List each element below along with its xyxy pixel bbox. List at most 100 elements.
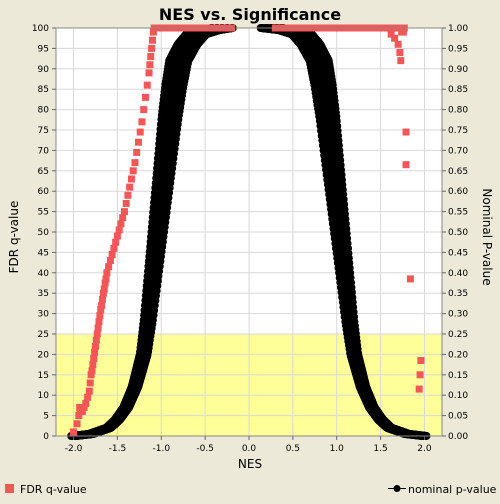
- y-right-tick-label-14: 0.70: [448, 146, 468, 156]
- fdr-point-18: [92, 336, 100, 344]
- y-left-tick-label-10: 50: [38, 228, 50, 238]
- fdr-point-8: [82, 399, 90, 407]
- y-left-tick-label-20: 100: [32, 24, 49, 34]
- y-left-tick-label-18: 90: [38, 65, 50, 75]
- fdr-point-119: [406, 275, 414, 283]
- legend-fdr-marker: [5, 484, 14, 493]
- fdr-point-12: [87, 371, 95, 379]
- fdr-point-113: [391, 34, 399, 42]
- legend-pvalue-label: nominal p-value: [408, 483, 497, 496]
- fdr-point-38: [117, 220, 125, 228]
- fdr-point-19: [93, 330, 101, 338]
- x-tick-label-1: -1.5: [109, 444, 127, 454]
- fdr-point-58: [149, 36, 156, 44]
- fdr-point-9: [84, 393, 92, 401]
- fdr-point-25: [98, 295, 106, 303]
- y-right-tick-label-11: 0.55: [448, 208, 468, 218]
- fdr-point-114: [394, 40, 402, 48]
- y-axis-left-label: FDR q-value: [7, 201, 21, 274]
- y-left-tick-label-9: 45: [38, 248, 49, 258]
- fdr-point-116: [397, 57, 405, 65]
- x-tick-label-0: -2.0: [65, 444, 83, 454]
- fdr-point-37: [115, 226, 123, 234]
- y-axis-right-label: Nominal P-value: [480, 188, 494, 285]
- fdr-point-59: [149, 28, 157, 36]
- y-right-tick-label-1: 0.05: [448, 412, 468, 422]
- x-tick-label-4: 0.0: [242, 444, 257, 454]
- y-right-tick-label-7: 0.35: [448, 289, 468, 299]
- fdr-point-10: [85, 387, 93, 395]
- y-left-tick-label-2: 10: [38, 391, 50, 401]
- x-tick-label-2: -1.0: [152, 444, 170, 454]
- y-right-tick-label-8: 0.40: [448, 269, 468, 279]
- fdr-point-20: [94, 324, 102, 332]
- fdr-point-46: [131, 159, 139, 167]
- fdr-point-29: [102, 275, 110, 283]
- fdr-point-117: [402, 128, 410, 136]
- fdr-point-17: [91, 342, 99, 350]
- y-left-tick-label-14: 70: [38, 146, 50, 156]
- x-tick-label-8: 2.0: [417, 444, 432, 454]
- y-left-tick-label-1: 5: [43, 412, 49, 422]
- fdr-point-16: [91, 348, 99, 356]
- fdr-point-11: [86, 379, 94, 387]
- y-right-tick-label-3: 0.15: [448, 371, 468, 381]
- y-right-tick-label-12: 0.60: [448, 187, 468, 197]
- fdr-point-45: [129, 167, 137, 175]
- fdr-point-22: [96, 312, 104, 320]
- y-right-tick-label-0: 0.00: [448, 432, 468, 442]
- fdr-point-48: [134, 138, 142, 146]
- y-right-tick-label-9: 0.45: [448, 248, 468, 258]
- y-left-tick-label-0: 0: [43, 432, 49, 442]
- y-right-tick-label-10: 0.50: [448, 228, 468, 238]
- fdr-point-35: [112, 238, 120, 246]
- fdr-point-57: [148, 44, 156, 52]
- y-right-tick-label-6: 0.30: [448, 310, 468, 320]
- fdr-point-39: [119, 214, 127, 222]
- fdr-point-24: [98, 301, 106, 309]
- x-axis-label: NES: [238, 457, 262, 471]
- y-right-tick-label-19: 0.95: [448, 44, 468, 54]
- legend-fdr-label: FDR q-value: [20, 483, 87, 496]
- legend-pvalue-marker: [393, 485, 401, 492]
- fdr-point-30: [103, 269, 111, 277]
- fdr-point-55: [146, 61, 154, 69]
- fdr-point-6: [78, 408, 86, 416]
- fdr-point-33: [108, 250, 116, 258]
- y-right-tick-label-4: 0.20: [448, 350, 468, 360]
- y-left-tick-label-7: 35: [38, 289, 49, 299]
- y-left-tick-label-6: 30: [38, 310, 50, 320]
- fdr-point-34: [110, 244, 118, 252]
- plot-area: -2.0 -1.5 -1.0 -0.5 0.0 0.5 1.0 1.5 2.0 0 5 10 15 20 2…: [32, 24, 468, 454]
- fdr-point-7: [80, 403, 88, 411]
- fdr-point-52: [141, 93, 149, 101]
- x-tick-label-5: 0.5: [286, 444, 300, 454]
- fdr-point-28: [101, 279, 109, 287]
- y-left-tick-label-15: 75: [38, 126, 49, 136]
- fdr-point-36: [113, 232, 121, 240]
- fdr-point-50: [138, 118, 146, 126]
- fdr-point-1: [73, 420, 81, 428]
- y-left-tick-label-17: 85: [38, 85, 49, 95]
- fdr-point-32: [106, 257, 114, 265]
- fdr-point-110: [399, 28, 407, 36]
- y-left-tick-label-16: 80: [38, 106, 50, 116]
- y-left-tick-label-12: 60: [38, 187, 50, 197]
- fdr-point-51: [140, 106, 148, 114]
- fdr-point-44: [127, 175, 135, 183]
- fdr-point-112: [387, 30, 395, 38]
- y-right-tick-label-15: 0.75: [448, 126, 468, 136]
- legend: FDR q-value nominal p-value: [5, 483, 497, 496]
- chart-title: NES vs. Significance: [159, 5, 341, 24]
- y-left-tick-label-19: 95: [38, 44, 49, 54]
- fdr-point-31: [105, 263, 113, 271]
- y-right-tick-label-16: 0.80: [448, 106, 468, 116]
- fdr-point-41: [122, 199, 130, 207]
- fdr-point-15: [90, 354, 98, 362]
- fdr-point-121: [416, 371, 424, 379]
- y-left-tick-label-13: 65: [38, 167, 49, 177]
- y-right-tick-label-17: 0.85: [448, 85, 468, 95]
- y-left-tick-label-11: 55: [38, 208, 49, 218]
